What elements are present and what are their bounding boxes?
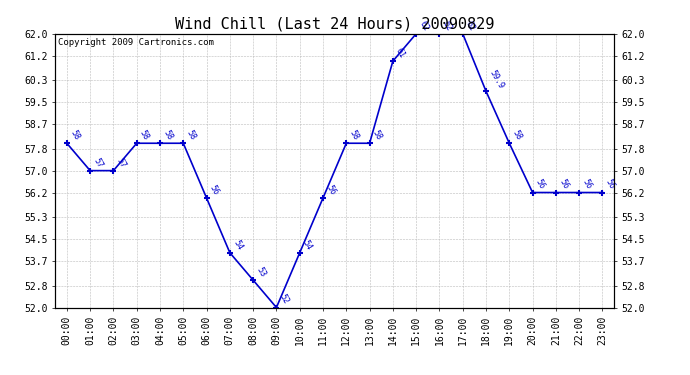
Text: Copyright 2009 Cartronics.com: Copyright 2009 Cartronics.com [58, 38, 214, 47]
Text: 56: 56 [604, 178, 617, 191]
Text: 57: 57 [115, 156, 128, 169]
Text: 56: 56 [534, 178, 546, 191]
Text: 58: 58 [348, 129, 360, 142]
Text: 56: 56 [208, 183, 221, 196]
Text: 62: 62 [441, 19, 453, 32]
Text: 62: 62 [417, 19, 431, 32]
Text: 56: 56 [558, 178, 570, 191]
Text: 52: 52 [278, 293, 290, 306]
Text: 58: 58 [511, 129, 524, 142]
Text: 53: 53 [255, 266, 267, 279]
Text: 58: 58 [161, 129, 174, 142]
Text: 58: 58 [68, 129, 81, 142]
Text: 59.9: 59.9 [487, 68, 505, 90]
Text: 57: 57 [92, 156, 104, 169]
Text: 56: 56 [580, 178, 593, 191]
Text: 61: 61 [394, 46, 407, 60]
Text: 58: 58 [185, 129, 197, 142]
Text: 54: 54 [301, 238, 314, 251]
Text: 58: 58 [138, 129, 151, 142]
Title: Wind Chill (Last 24 Hours) 20090829: Wind Chill (Last 24 Hours) 20090829 [175, 16, 494, 31]
Text: 54: 54 [231, 238, 244, 251]
Text: 58: 58 [371, 129, 384, 142]
Text: 62: 62 [464, 19, 477, 32]
Text: 56: 56 [324, 183, 337, 196]
